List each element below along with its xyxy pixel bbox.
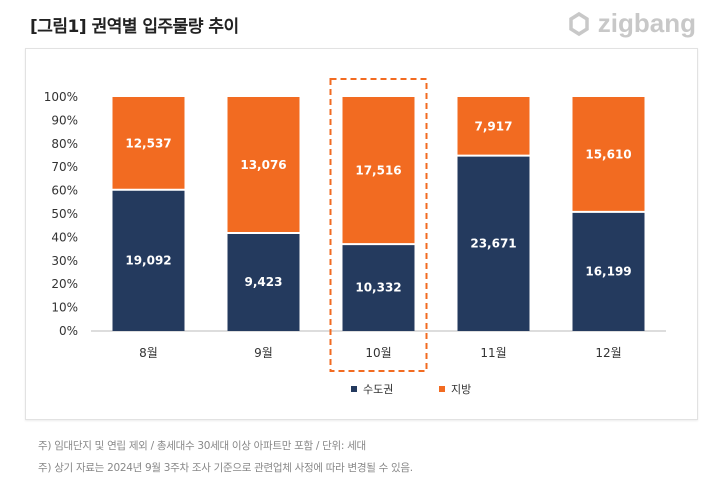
data-label: 17,516: [355, 164, 401, 178]
note-1: 주) 임대단지 및 연립 제외 / 총세대수 30세대 이상 아파트만 포함 /…: [38, 440, 366, 452]
legend-swatch: [439, 386, 445, 392]
data-label: 7,917: [475, 119, 513, 133]
data-label: 16,199: [585, 264, 631, 278]
bar-segment-수도권: [342, 244, 415, 331]
stacked-bar-chart: 0% 10% 20% 30% 40% 50% 60% 70% 80% 90% 100% 19,092 1…: [44, 78, 666, 396]
y-tick-label: 40%: [51, 230, 78, 244]
bar-segment-수도권: [572, 211, 645, 331]
note-2: 주) 상기 자료는 2024년 9월 3주차 조사 기준으로 관련업체 사정에 …: [38, 462, 413, 474]
zigbang-logo: zigbang: [566, 8, 696, 39]
x-tick-label: 8월: [139, 346, 158, 360]
y-tick-label: 100%: [44, 90, 78, 104]
legend-swatch: [351, 386, 357, 392]
zigbang-logo-icon: [569, 11, 589, 36]
y-tick-label: 60%: [51, 184, 78, 198]
x-tick-label: 11월: [480, 346, 506, 360]
data-label: 13,076: [240, 158, 286, 172]
y-tick-label: 50%: [51, 207, 78, 221]
bar-segment-지방: [342, 97, 415, 245]
bar-segment-지방: [572, 97, 645, 212]
y-tick-label: 30%: [51, 254, 78, 268]
data-label: 10,332: [355, 281, 401, 295]
bar-segment-지방: [227, 97, 300, 233]
data-label: 19,092: [125, 253, 171, 267]
x-tick-label: 12월: [595, 346, 621, 360]
chart-panel: 0% 10% 20% 30% 40% 50% 60% 70% 80% 90% 100% 19,092 1…: [25, 48, 698, 420]
data-label: 9,423: [245, 275, 283, 289]
bar-segment-수도권: [457, 155, 530, 331]
data-label: 12,537: [125, 136, 171, 150]
bar-segment-지방: [112, 97, 185, 190]
y-tick-label: 70%: [51, 160, 78, 174]
x-tick-label: 9월: [254, 346, 273, 360]
y-tick-label: 10%: [51, 301, 78, 315]
y-tick-label: 80%: [51, 137, 78, 151]
data-label: 15,610: [585, 147, 631, 161]
bar-segment-수도권: [112, 189, 185, 331]
y-tick-label: 0%: [59, 324, 78, 338]
bar-segment-지방: [457, 97, 530, 156]
bar-segment-수도권: [227, 232, 300, 331]
x-tick-label: 10월: [365, 346, 391, 360]
data-label: 23,671: [470, 236, 516, 250]
y-tick-label: 20%: [51, 277, 78, 291]
highlight-box: [329, 78, 428, 372]
legend-label: 지방: [451, 383, 471, 396]
chart-title: [그림1] 권역별 입주물량 추이: [30, 17, 239, 37]
legend-label: 수도권: [363, 383, 393, 396]
y-tick-label: 90%: [51, 113, 78, 127]
